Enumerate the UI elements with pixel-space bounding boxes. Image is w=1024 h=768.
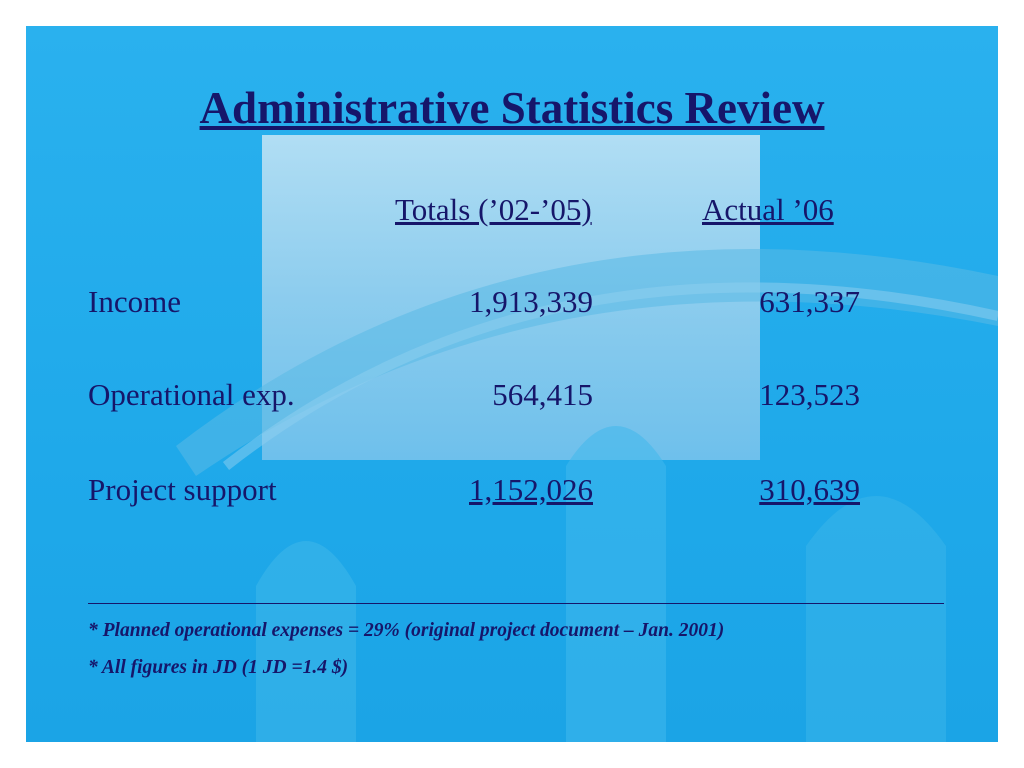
cell-value: 310,639 (759, 472, 860, 507)
row-label: Project support (88, 472, 277, 507)
divider (88, 603, 944, 604)
arch (256, 541, 356, 742)
cell-value: 1,913,339 (469, 284, 593, 319)
background-panel (26, 26, 998, 742)
row-label: Income (88, 284, 181, 319)
decoration (176, 135, 998, 742)
row-label: Operational exp. (88, 377, 295, 412)
slide-title: Administrative Statistics Review (199, 83, 825, 133)
cell-value: 564,415 (492, 377, 593, 412)
arch-band (176, 248, 998, 476)
cell-value: 1,152,026 (469, 472, 593, 507)
footnote: * All figures in JD (1 JD =1.4 $) (88, 657, 349, 678)
arch (566, 426, 666, 742)
column-header: Actual ’06 (702, 192, 834, 227)
footnote: * Planned operational expenses = 29% (or… (88, 620, 725, 641)
column-header: Totals (’02-’05) (395, 192, 592, 227)
arch (806, 496, 946, 742)
cell-value: 123,523 (759, 377, 860, 412)
cell-value: 631,337 (759, 284, 860, 319)
arch-line (222, 282, 998, 470)
